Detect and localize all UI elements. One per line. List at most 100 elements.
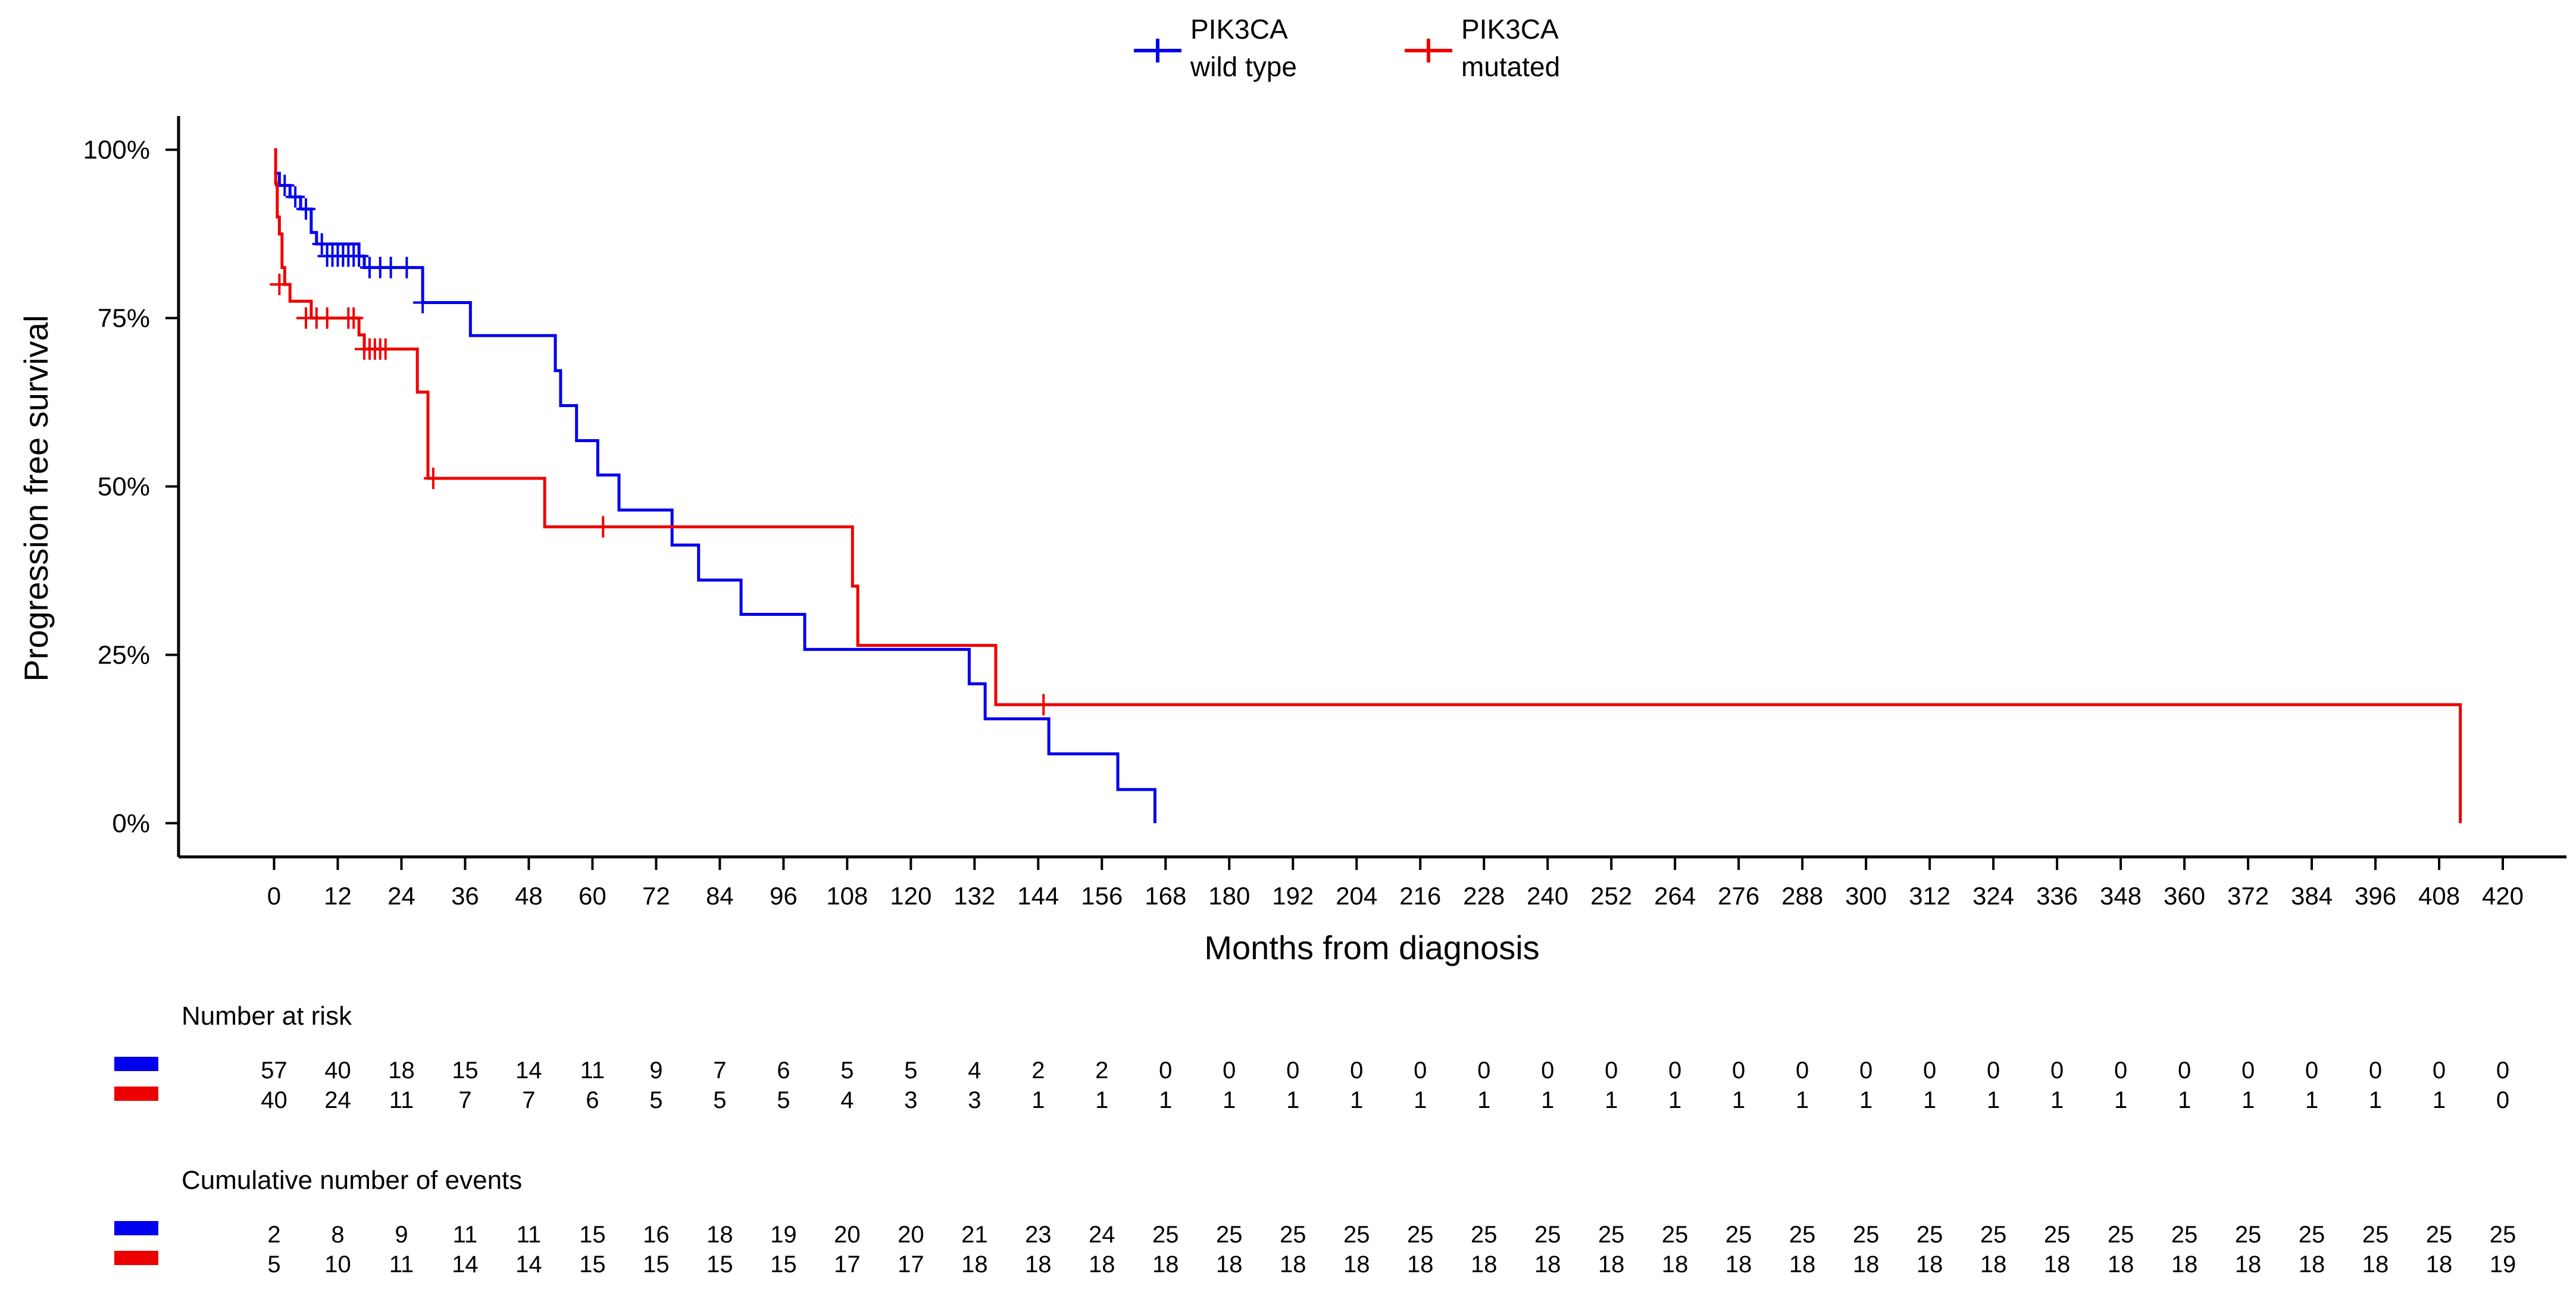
events-table-cell: 25	[2044, 1222, 2071, 1248]
events-table-cell: 18	[961, 1251, 988, 1278]
events-table-cell: 25	[1980, 1222, 2007, 1248]
km-curve-wild-type	[274, 171, 1156, 824]
risk-table-cell: 1	[1159, 1087, 1172, 1113]
risk-table-cell: 0	[1859, 1057, 1872, 1084]
x-tick-label: 240	[1527, 882, 1568, 910]
risk-table-cell: 5	[840, 1057, 854, 1084]
censor-mark-mutated	[1034, 694, 1053, 716]
events-table-cell: 18	[2235, 1251, 2262, 1278]
risk-table-cell: 1	[2433, 1087, 2446, 1113]
events-table-cell: 18	[1853, 1251, 1880, 1278]
events-table-title: Cumulative number of events	[182, 1166, 522, 1195]
y-tick-label: 100%	[83, 136, 150, 165]
events-table-cell: 17	[898, 1251, 924, 1278]
events-table-cell: 18	[1534, 1251, 1561, 1278]
events-table-cell: 10	[324, 1251, 351, 1278]
events-table-cell: 25	[2362, 1222, 2389, 1248]
y-tick-label: 50%	[98, 472, 150, 502]
risk-table-cell: 1	[1923, 1087, 1936, 1113]
censor-mark-mutated	[270, 273, 289, 295]
events-table-cell: 14	[452, 1251, 479, 1278]
events-table-cell: 17	[834, 1251, 861, 1278]
events-table-cell: 18	[2044, 1251, 2071, 1278]
risk-table-cell: 1	[2114, 1087, 2127, 1113]
events-table-cell: 18	[1343, 1251, 1370, 1278]
risk-table-cell: 1	[1541, 1087, 1554, 1113]
events-table-cell: 25	[2171, 1222, 2198, 1248]
censor-mark-mutated	[344, 307, 364, 329]
x-tick-label: 348	[2100, 882, 2142, 910]
risk-table-cell: 1	[1605, 1087, 1618, 1113]
risk-table-cell: 0	[2496, 1087, 2509, 1113]
events-table-cell: 20	[834, 1222, 861, 1248]
events-table-cell: 23	[1025, 1222, 1052, 1248]
x-tick-label: 252	[1590, 882, 1632, 910]
x-tick-label: 288	[1781, 882, 1823, 910]
legend-label-line1: PIK3CA	[1190, 14, 1288, 45]
risk-table-cell: 0	[1796, 1057, 1809, 1084]
censor-mark-wild-type	[381, 256, 401, 278]
risk-table-cell: 0	[2496, 1057, 2509, 1084]
events-table-cell: 11	[453, 1222, 478, 1248]
x-tick-label: 396	[2355, 882, 2396, 910]
events-table-cell: 25	[1216, 1222, 1243, 1248]
events-table-cell: 15	[706, 1251, 733, 1278]
events-table-cell: 11	[517, 1222, 542, 1248]
x-tick-label: 276	[1718, 882, 1759, 910]
risk-table-cell: 15	[452, 1057, 479, 1084]
events-table-cell: 20	[898, 1222, 924, 1248]
events-table-cell: 18	[1152, 1251, 1179, 1278]
x-tick-label: 84	[706, 882, 734, 910]
events-table-cell: 25	[2490, 1222, 2516, 1248]
risk-table-cell: 14	[515, 1057, 542, 1084]
risk-table-cell: 3	[968, 1087, 981, 1113]
risk-table-cell: 0	[2114, 1057, 2127, 1084]
risk-table-cell: 1	[1414, 1087, 1427, 1113]
events-table-cell: 18	[2108, 1251, 2134, 1278]
risk-table-cell: 1	[2178, 1087, 2191, 1113]
censor-mark-mutated	[376, 338, 395, 360]
events-table-cell: 18	[1025, 1251, 1052, 1278]
events-table-cell: 25	[1152, 1222, 1179, 1248]
censor-mark-wild-type	[397, 256, 417, 278]
x-tick-label: 168	[1145, 882, 1186, 910]
x-tick-label: 324	[1972, 882, 2014, 910]
risk-table-cell: 0	[1414, 1057, 1427, 1084]
y-axis-title: Progression free survival	[17, 315, 55, 681]
events-table-cell: 18	[1216, 1251, 1243, 1278]
events-table-cell: 18	[1917, 1251, 1943, 1278]
risk-table-cell: 7	[522, 1087, 535, 1113]
risk-table-cell: 1	[2369, 1087, 2382, 1113]
risk-table-cell: 7	[713, 1057, 726, 1084]
events-table-cell: 24	[1089, 1222, 1115, 1248]
events-table-cell: 25	[2299, 1222, 2325, 1248]
events-table-cell: 15	[770, 1251, 797, 1278]
events-table-cell: 18	[1980, 1251, 2007, 1278]
x-tick-label: 60	[579, 882, 607, 910]
legend-key-wild-type	[1134, 39, 1181, 62]
events-table-cell: 18	[1662, 1251, 1689, 1278]
events-table-cell: 18	[2299, 1251, 2325, 1278]
risk-table-cell: 24	[324, 1087, 351, 1113]
events-table-cell: 25	[1280, 1222, 1306, 1248]
events-table-cell: 18	[1471, 1251, 1498, 1278]
censor-mark-mutated	[317, 307, 337, 329]
risk-table-cell: 5	[777, 1087, 790, 1113]
x-tick-label: 144	[1017, 882, 1059, 910]
events-table-cell: 25	[1343, 1222, 1370, 1248]
x-tick-label: 156	[1081, 882, 1123, 910]
x-tick-label: 360	[2164, 882, 2205, 910]
risk-table-cell: 0	[2242, 1057, 2255, 1084]
risk-table-cell: 6	[586, 1087, 599, 1113]
risk-table-cell: 40	[261, 1087, 287, 1113]
censor-mark-wild-type	[413, 292, 433, 314]
x-tick-label: 420	[2482, 882, 2524, 910]
risk-table-cell: 0	[1732, 1057, 1745, 1084]
events-table-cell: 18	[2171, 1251, 2198, 1278]
events-table-cell: 25	[1598, 1222, 1625, 1248]
x-tick-label: 48	[515, 882, 543, 910]
risk-table-title: Number at risk	[182, 1001, 352, 1031]
censor-mark-wild-type	[312, 233, 332, 255]
events-table-cell: 18	[1280, 1251, 1306, 1278]
